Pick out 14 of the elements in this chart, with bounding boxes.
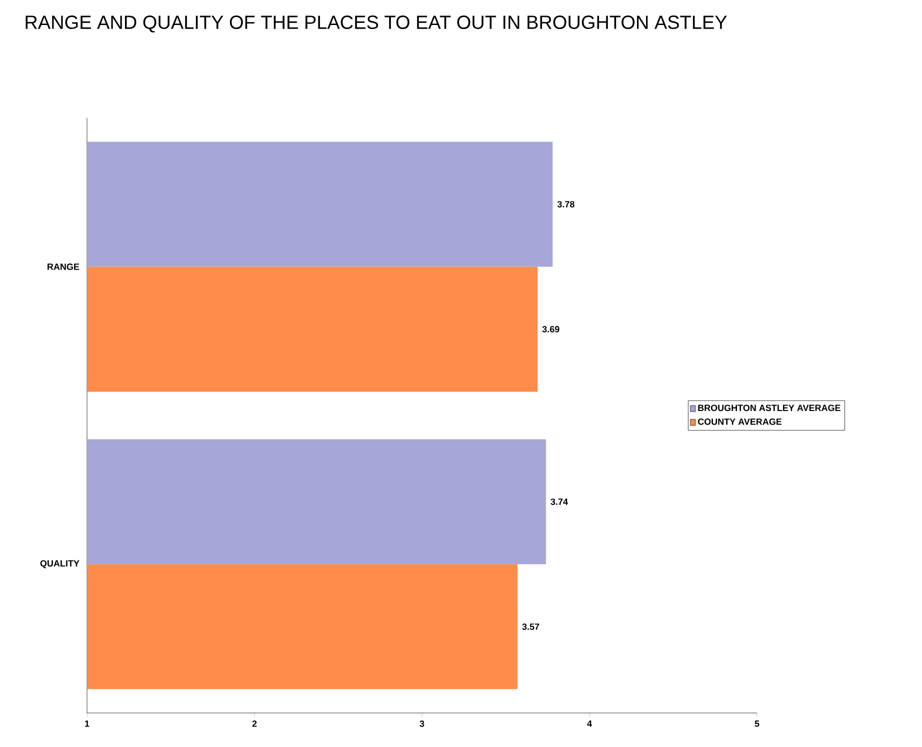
x-tick-label: 2 <box>252 720 257 727</box>
x-tick-label: 3 <box>420 720 424 727</box>
x-tick-label: 1 <box>85 720 90 727</box>
chart-title: RANGE AND QUALITY OF THE PLACES TO EAT OUT IN BROUGHTON ASTLEY <box>26 16 727 32</box>
data-label: 3.69 <box>542 326 560 332</box>
legend-label: BROUGHTON ASTLEY AVERAGE <box>698 404 840 412</box>
x-tick-label: 4 <box>587 720 592 727</box>
y-tick-label: RANGE <box>48 264 80 270</box>
legend-label: COUNTY AVERAGE <box>698 418 782 425</box>
data-label: 3.57 <box>522 624 540 630</box>
x-tick-label: 5 <box>754 720 760 727</box>
data-label: 3.78 <box>557 201 574 208</box>
data-label: 3.74 <box>550 498 568 505</box>
y-tick-label: QUALITY <box>40 560 80 568</box>
